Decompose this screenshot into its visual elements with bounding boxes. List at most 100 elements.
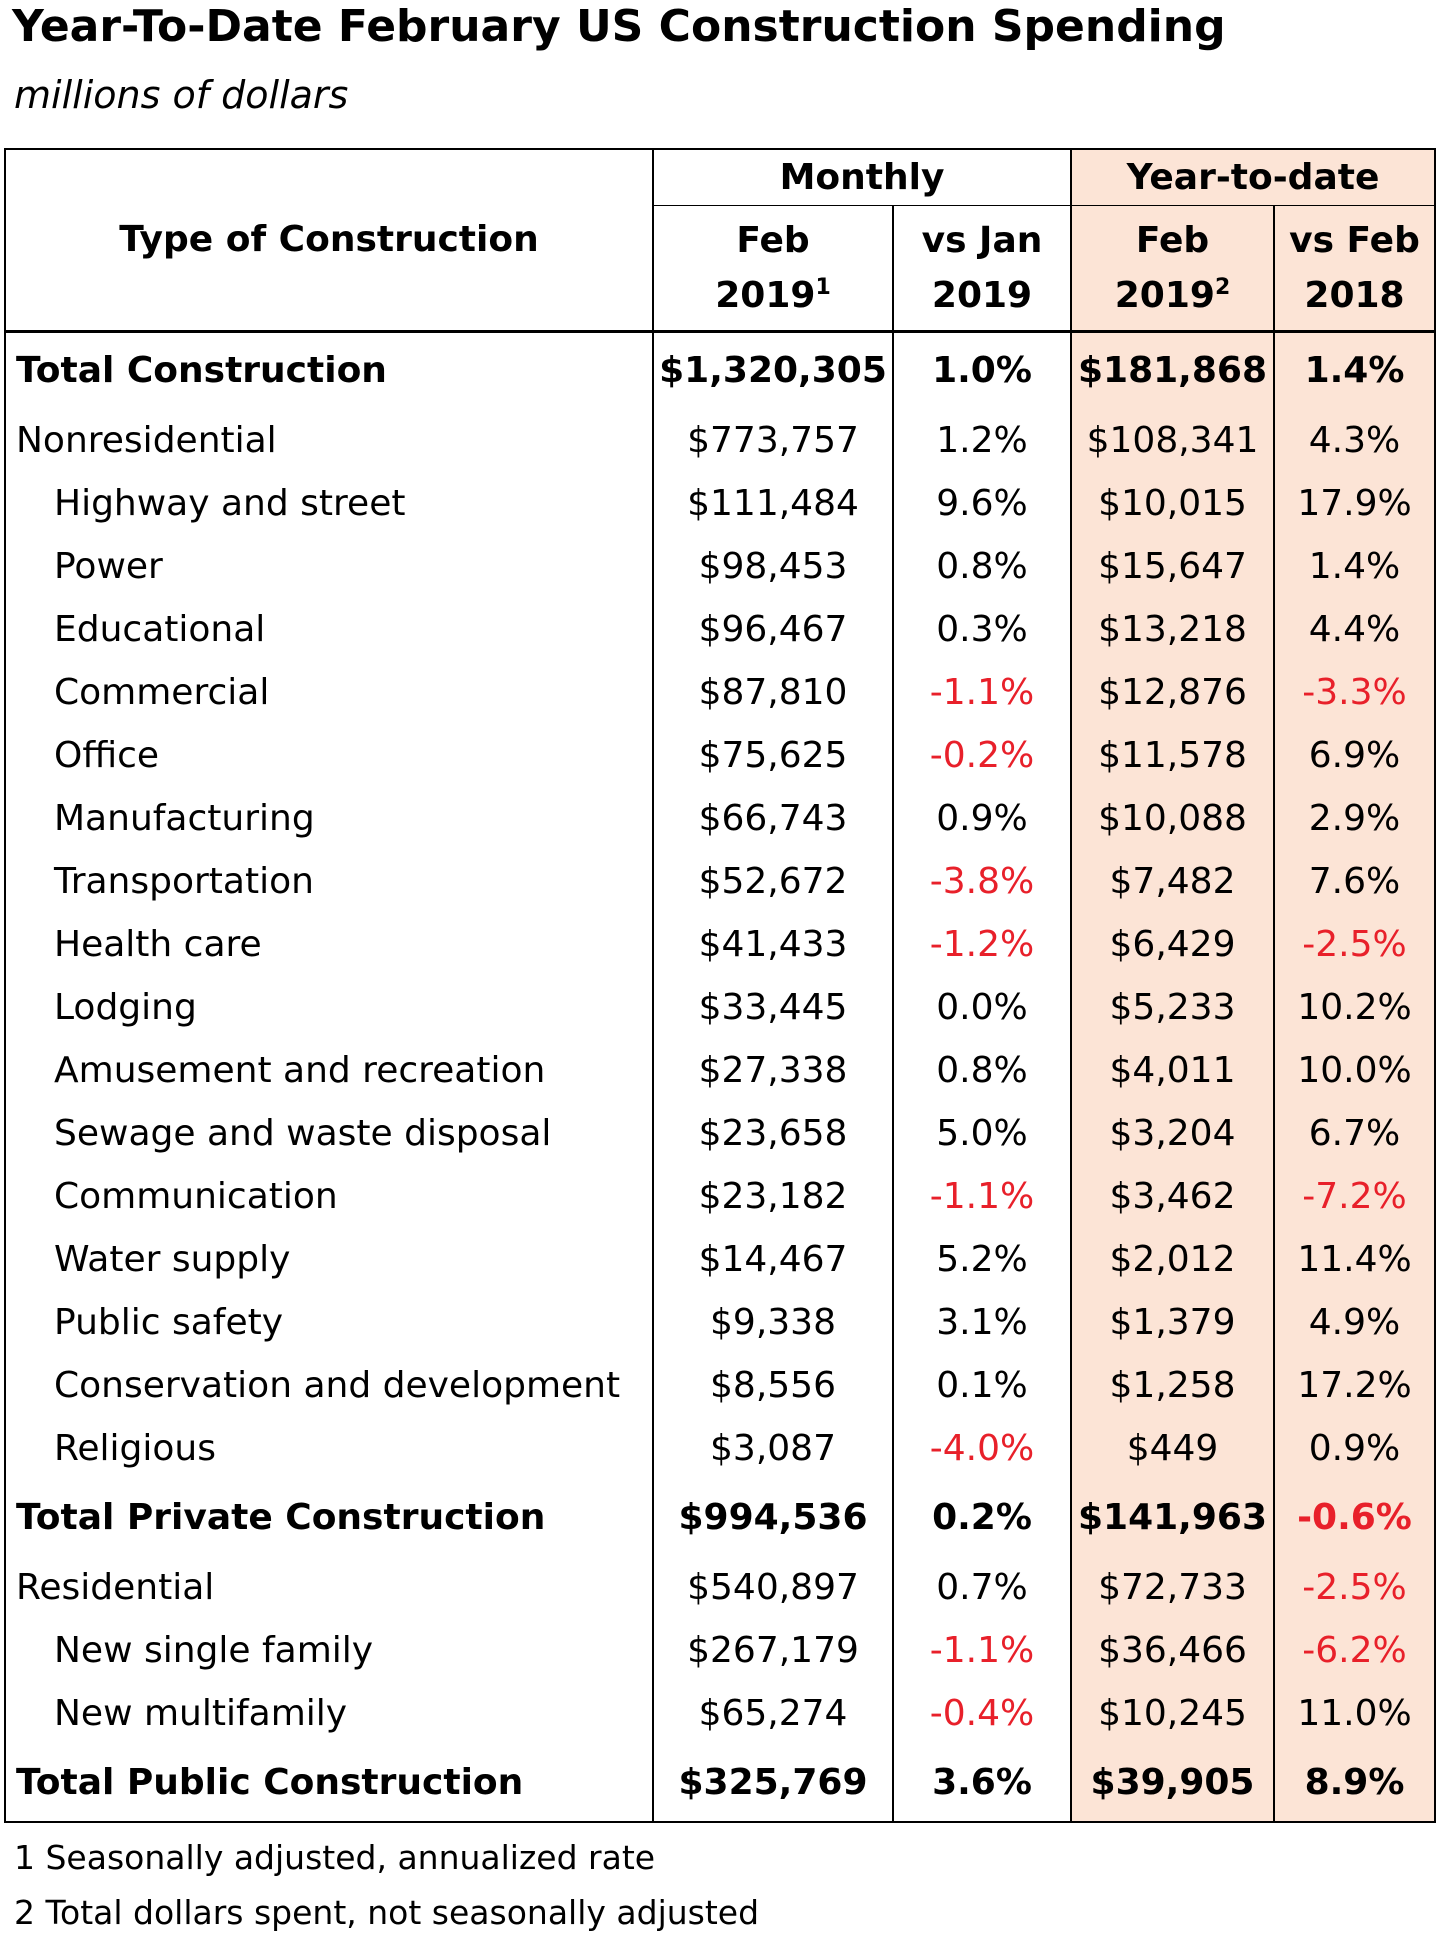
cell-value: 1.0% bbox=[892, 331, 1071, 409]
row-label: Conservation and development bbox=[54, 1364, 621, 1406]
table-row: Residential $540,897 0.7% $72,733 -2.5% bbox=[5, 1555, 1435, 1619]
table-row: New single family $267,179 -1.1% $36,466 -6.… bbox=[5, 1618, 1435, 1682]
row-label: Water supply bbox=[54, 1238, 291, 1280]
cell-value: $773,757 bbox=[652, 408, 893, 472]
cell-value: 7.6% bbox=[1273, 849, 1435, 913]
cell-value: 17.2% bbox=[1273, 1353, 1435, 1417]
row-label: Health care bbox=[54, 923, 262, 965]
cell-value: $111,484 bbox=[652, 471, 893, 535]
table-row: Health care $41,433 -1.2% $6,429 -2.5% bbox=[5, 912, 1435, 976]
cell-value: 4.9% bbox=[1273, 1290, 1435, 1354]
cell-value: 1.4% bbox=[1273, 534, 1435, 598]
column-header-top: Feb bbox=[1135, 219, 1210, 261]
table-row: Nonresidential $773,757 1.2% $108,341 4.3% bbox=[5, 408, 1435, 472]
column-header: vs Jan 2019 bbox=[892, 205, 1071, 331]
column-header-year: 2019 bbox=[1114, 274, 1215, 316]
table-row: Religious $3,087 -4.0% $449 0.9% bbox=[5, 1416, 1435, 1480]
row-label: Sewage and waste disposal bbox=[54, 1112, 552, 1154]
cell-value: 0.8% bbox=[892, 1038, 1071, 1102]
cell-value: $1,379 bbox=[1070, 1290, 1274, 1354]
cell-value: 6.7% bbox=[1273, 1101, 1435, 1165]
cell-value: 9.6% bbox=[892, 471, 1071, 535]
cell-value: 0.0% bbox=[892, 975, 1071, 1039]
row-label: Total Construction bbox=[16, 350, 387, 391]
row-label: Residential bbox=[16, 1566, 215, 1608]
group-header: Year-to-date bbox=[1070, 149, 1435, 206]
footnote-ref: 1 bbox=[815, 274, 831, 300]
column-header-year: 2019 bbox=[715, 274, 816, 316]
cell-value: 0.8% bbox=[892, 534, 1071, 598]
table-row: Total Private Construction $994,536 0.2% $1… bbox=[5, 1479, 1435, 1556]
column-header: Feb 20191 bbox=[652, 205, 893, 331]
row-label: Commercial bbox=[54, 671, 270, 713]
cell-value: $9,338 bbox=[652, 1290, 893, 1354]
cell-value: 6.9% bbox=[1273, 723, 1435, 787]
table-row: Conservation and development $8,556 0.1% $1… bbox=[5, 1353, 1435, 1417]
cell-value: $3,204 bbox=[1070, 1101, 1274, 1165]
cell-value: 10.2% bbox=[1273, 975, 1435, 1039]
cell-value: 11.0% bbox=[1273, 1681, 1435, 1745]
row-label: Amusement and recreation bbox=[54, 1049, 546, 1091]
table-row: Total Construction $1,320,305 1.0% $181,868… bbox=[5, 331, 1435, 409]
cell-value: $11,578 bbox=[1070, 723, 1274, 787]
cell-value: 0.7% bbox=[892, 1555, 1071, 1619]
cell-value: $14,467 bbox=[652, 1227, 893, 1291]
table-row: Office $75,625 -0.2% $11,578 6.9% bbox=[5, 723, 1435, 787]
table-row: New multifamily $65,274 -0.4% $10,245 11.0% bbox=[5, 1681, 1435, 1745]
cell-value: $10,088 bbox=[1070, 786, 1274, 850]
cell-value: $87,810 bbox=[652, 660, 893, 724]
cell-value: 1.4% bbox=[1273, 331, 1435, 409]
cell-value: $10,245 bbox=[1070, 1681, 1274, 1745]
cell-value: 11.4% bbox=[1273, 1227, 1435, 1291]
row-label: Total Private Construction bbox=[16, 1497, 546, 1538]
header-label: Type of Construction bbox=[5, 149, 653, 333]
cell-value: $13,218 bbox=[1070, 597, 1274, 661]
table-row: Highway and street $111,484 9.6% $10,015 17.… bbox=[5, 471, 1435, 535]
column-header-top: vs Jan bbox=[921, 219, 1043, 261]
cell-value: $2,012 bbox=[1070, 1227, 1274, 1291]
footnote: 2 Total dollars spent, not seasonally ad… bbox=[14, 1893, 760, 1932]
column-header: Feb 20192 bbox=[1070, 205, 1274, 331]
table-row: Communication $23,182 -1.1% $3,462 -7.2% bbox=[5, 1164, 1435, 1228]
table-row: Total Public Construction $325,769 3.6% $39… bbox=[5, 1744, 1435, 1822]
table-row: Lodging $33,445 0.0% $5,233 10.2% bbox=[5, 975, 1435, 1039]
cell-value: -1.2% bbox=[892, 912, 1071, 976]
data-table: Type of Construction Monthly Year-to-dat… bbox=[4, 148, 1436, 1823]
cell-value: 10.0% bbox=[1273, 1038, 1435, 1102]
row-label: New single family bbox=[54, 1629, 374, 1671]
column-header-bottom: 2018 bbox=[1275, 275, 1434, 316]
table-row: Sewage and waste disposal $23,658 5.0% $3,2… bbox=[5, 1101, 1435, 1165]
cell-value: $98,453 bbox=[652, 534, 893, 598]
cell-value: -1.1% bbox=[892, 1618, 1071, 1682]
column-header-year: 2019 bbox=[931, 274, 1033, 316]
cell-value: $994,536 bbox=[652, 1479, 893, 1556]
row-label: Highway and street bbox=[54, 482, 406, 524]
cell-value: $5,233 bbox=[1070, 975, 1274, 1039]
cell-value: $1,258 bbox=[1070, 1353, 1274, 1417]
cell-value: 0.2% bbox=[892, 1479, 1071, 1556]
cell-value: 0.1% bbox=[892, 1353, 1071, 1417]
cell-value: $7,482 bbox=[1070, 849, 1274, 913]
cell-value: $23,658 bbox=[652, 1101, 893, 1165]
cell-value: $108,341 bbox=[1070, 408, 1274, 472]
cell-value: 0.9% bbox=[892, 786, 1071, 850]
table-row: Transportation $52,672 -3.8% $7,482 7.6% bbox=[5, 849, 1435, 913]
cell-value: 17.9% bbox=[1273, 471, 1435, 535]
row-label: Communication bbox=[54, 1175, 338, 1217]
cell-value: 8.9% bbox=[1273, 1744, 1435, 1822]
column-header-bottom: 20192 bbox=[1072, 275, 1273, 316]
cell-value: $6,429 bbox=[1070, 912, 1274, 976]
row-label: Public safety bbox=[54, 1301, 284, 1343]
group-header: Monthly bbox=[652, 149, 1071, 206]
cell-value: $15,647 bbox=[1070, 534, 1274, 598]
cell-value: $39,905 bbox=[1070, 1744, 1274, 1822]
cell-value: 2.9% bbox=[1273, 786, 1435, 850]
cell-value: $540,897 bbox=[652, 1555, 893, 1619]
cell-value: -7.2% bbox=[1273, 1164, 1435, 1228]
cell-value: $41,433 bbox=[652, 912, 893, 976]
row-label: Nonresidential bbox=[16, 419, 277, 461]
footnote: 1 Seasonally adjusted, annualized rate bbox=[14, 1838, 656, 1877]
subtitle: millions of dollars bbox=[14, 73, 349, 117]
cell-value: $449 bbox=[1070, 1416, 1274, 1480]
